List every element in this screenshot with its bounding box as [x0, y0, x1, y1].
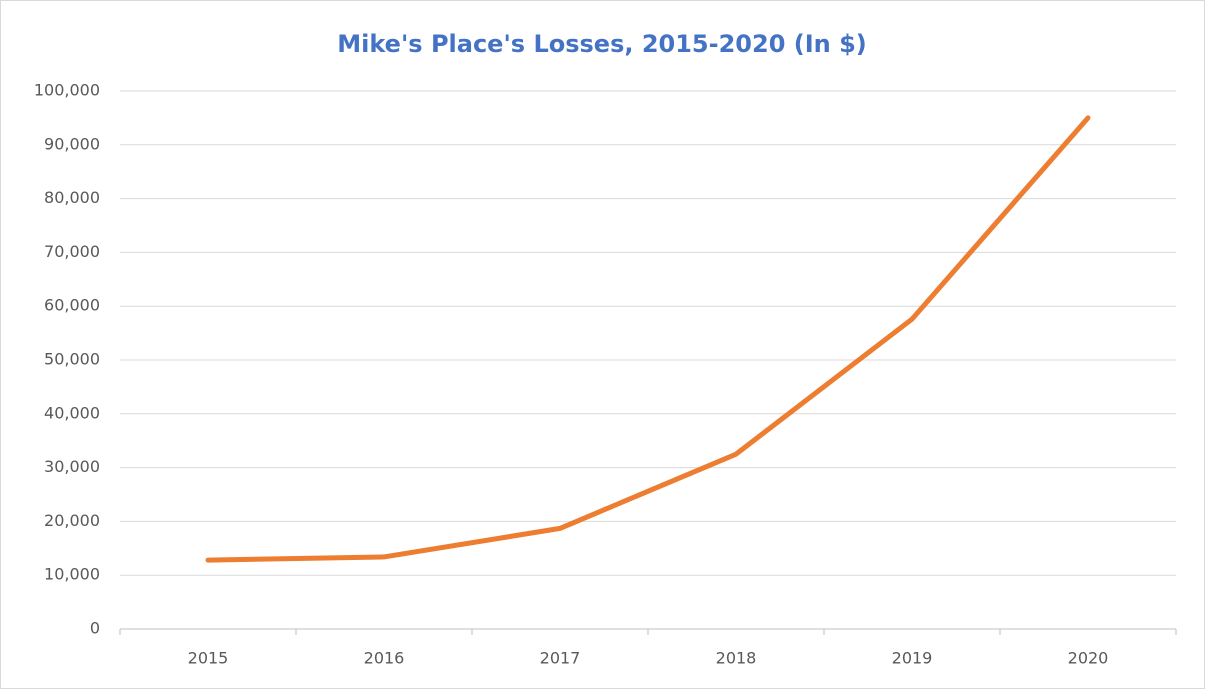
y-tick-label: 60,000: [44, 296, 100, 315]
y-tick-label: 40,000: [44, 403, 100, 422]
y-tick-label: 10,000: [44, 565, 100, 584]
y-tick-label: 0: [90, 619, 100, 638]
x-tick-label: 2019: [892, 649, 933, 668]
chart-title: Mike's Place's Losses, 2015-2020 (In $): [337, 30, 867, 58]
y-tick-label: 20,000: [44, 511, 100, 530]
y-tick-label: 30,000: [44, 457, 100, 476]
x-tick-label: 2015: [188, 649, 229, 668]
x-tick-label: 2018: [716, 649, 757, 668]
x-tick-label: 2020: [1068, 649, 1109, 668]
y-tick-label: 50,000: [44, 350, 100, 369]
x-tick-label: 2016: [364, 649, 405, 668]
y-tick-label: 70,000: [44, 242, 100, 261]
y-tick-label: 90,000: [44, 134, 100, 153]
y-tick-label: 100,000: [34, 81, 100, 100]
line-series: [205, 115, 1091, 563]
x-tick-label: 2017: [540, 649, 581, 668]
y-tick-label: 80,000: [44, 188, 100, 207]
